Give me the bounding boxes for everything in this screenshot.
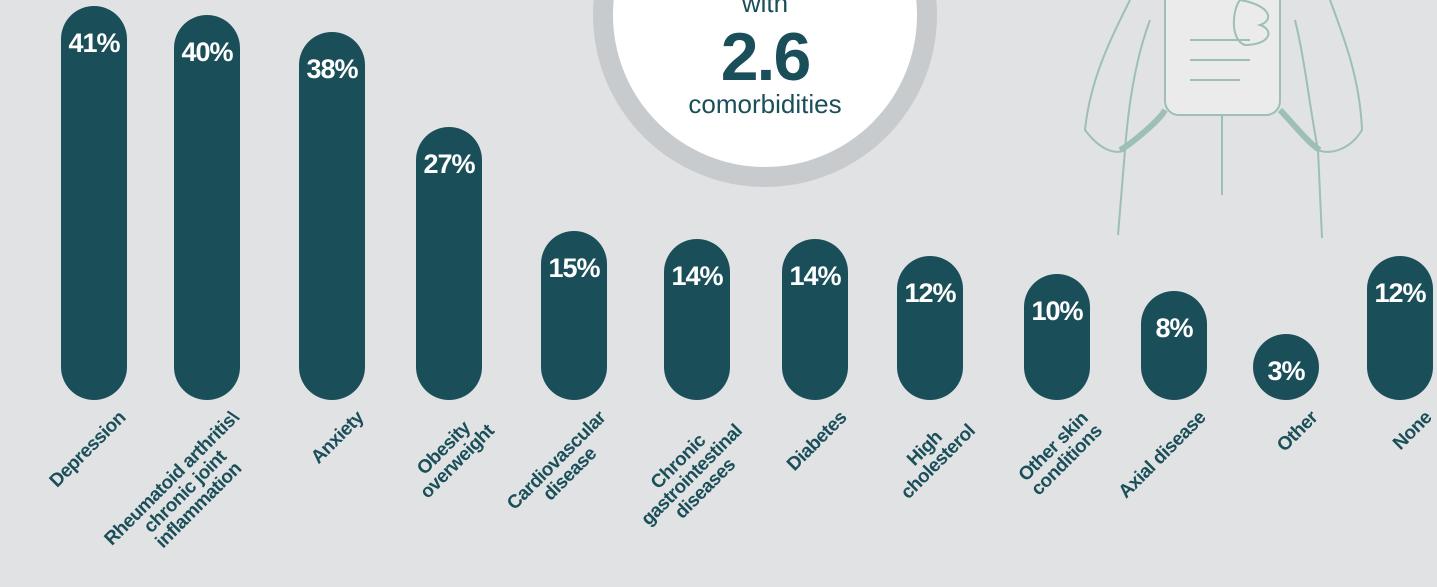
value-label: 27% [404, 149, 494, 180]
annotation-value: 2.6 [615, 18, 915, 96]
person-illustration [1085, 0, 1362, 238]
value-label: 40% [162, 37, 252, 68]
bar [174, 15, 240, 400]
value-label: 38% [287, 54, 377, 85]
value-label: 8% [1129, 313, 1219, 344]
bar [1141, 291, 1207, 400]
bar [299, 32, 365, 400]
value-label: 10% [1012, 296, 1102, 327]
bar [1024, 274, 1090, 400]
value-label: 14% [652, 261, 742, 292]
infographic: with 2.6 comorbidities 41%Depression40%R… [0, 0, 1437, 587]
bar [61, 6, 127, 400]
value-label: 12% [1355, 278, 1437, 309]
value-label: 12% [885, 278, 975, 309]
value-label: 15% [529, 253, 619, 284]
value-label: 14% [770, 261, 860, 292]
value-label: 3% [1241, 356, 1331, 387]
value-label: 41% [49, 28, 139, 59]
annotation-before: with [615, 0, 915, 19]
annotation-after: comorbidities [615, 89, 915, 120]
